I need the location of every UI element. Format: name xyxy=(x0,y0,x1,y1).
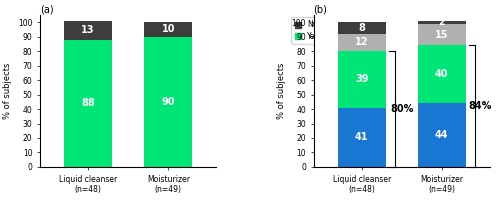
Bar xyxy=(418,45,466,103)
Bar xyxy=(418,24,466,45)
Text: 44: 44 xyxy=(435,130,448,140)
Text: 10: 10 xyxy=(162,24,175,34)
Text: 41: 41 xyxy=(355,132,368,142)
Bar xyxy=(338,51,386,108)
Text: 90: 90 xyxy=(162,97,175,107)
Text: 84%: 84% xyxy=(468,101,492,111)
Y-axis label: % of subjects: % of subjects xyxy=(277,63,286,119)
Text: 13: 13 xyxy=(82,25,95,35)
Text: 88: 88 xyxy=(82,98,95,108)
Bar xyxy=(144,37,192,167)
Bar xyxy=(64,40,112,167)
Bar xyxy=(338,22,386,34)
Text: 40: 40 xyxy=(435,69,448,79)
Text: (a): (a) xyxy=(40,4,54,14)
Text: 39: 39 xyxy=(355,74,368,84)
Bar xyxy=(144,22,192,37)
Bar xyxy=(418,103,466,167)
Text: 2: 2 xyxy=(438,17,445,27)
Y-axis label: % of subjects: % of subjects xyxy=(4,63,13,119)
Bar xyxy=(338,108,386,167)
Text: (b): (b) xyxy=(314,4,328,14)
Legend: No, Yes: No, Yes xyxy=(292,17,322,44)
Text: 80%: 80% xyxy=(390,104,413,114)
Text: 8: 8 xyxy=(358,23,365,33)
Text: 15: 15 xyxy=(435,30,448,40)
Text: 12: 12 xyxy=(355,37,368,48)
Bar xyxy=(418,21,466,24)
Bar xyxy=(338,34,386,51)
Bar xyxy=(64,21,112,40)
